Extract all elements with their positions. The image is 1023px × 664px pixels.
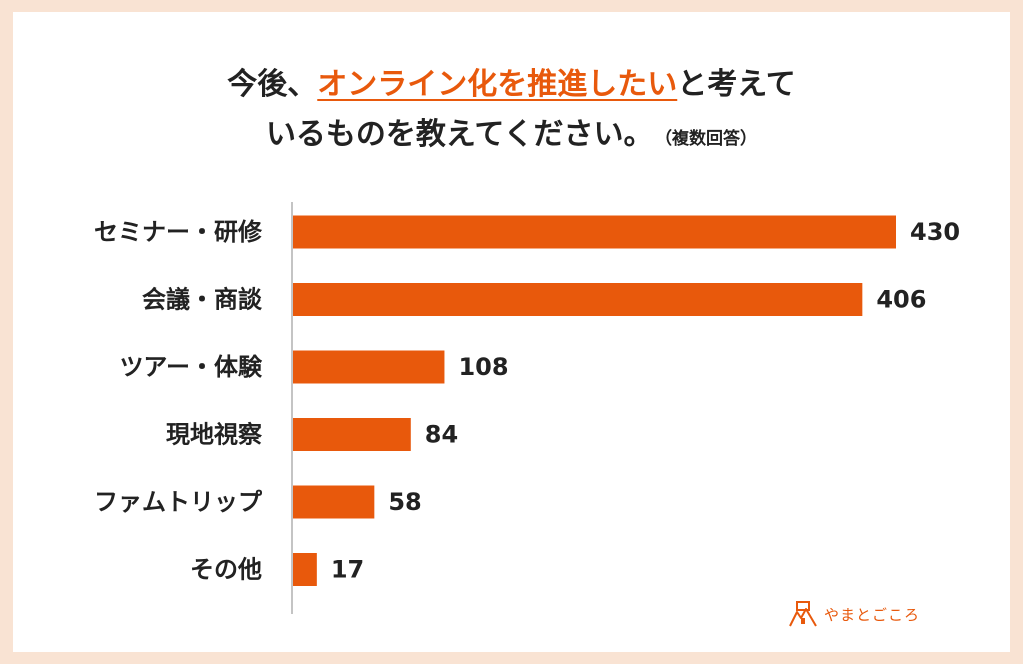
bar-2 [293, 283, 863, 316]
category-label-5: ファムトリップ [94, 488, 263, 516]
bar-1 [293, 215, 896, 249]
chart-card: 今後、オンライン化を推進したいと考えて いるものを教えてください。 （複数回答） … [13, 12, 1010, 652]
value-label-6: 17 [331, 556, 364, 584]
value-label-1: 430 [910, 218, 960, 246]
logo: やまとごころ [788, 600, 920, 628]
title-highlight: オンライン化を推進したい [317, 67, 678, 102]
category-label-2: 会議・商談 [142, 286, 263, 314]
value-label-3: 108 [458, 353, 508, 381]
title-line-2-text: いるものを教えてください。 [265, 117, 654, 152]
title-line-2: いるものを教えてください。 （複数回答） [13, 110, 1010, 164]
title-note: （複数回答） [663, 129, 758, 149]
category-label-3: ツアー・体験 [119, 353, 263, 381]
title-part-1: 今後、 [227, 67, 318, 102]
value-label-5: 58 [388, 488, 421, 516]
bar-3 [293, 350, 445, 384]
logo-text: やまとごころ [824, 605, 921, 624]
value-label-2: 406 [876, 286, 926, 314]
title-part-2: と考えて [677, 67, 796, 102]
bar-6 [293, 553, 317, 586]
value-label-4: 84 [425, 421, 458, 449]
title-line-1: 今後、オンライン化を推進したいと考えて [13, 60, 1010, 110]
chart-title: 今後、オンライン化を推進したいと考えて いるものを教えてください。 （複数回答） [13, 60, 1010, 164]
category-label-4: 現地視察 [166, 421, 263, 449]
house-logo-icon [789, 601, 817, 627]
bar-5 [293, 485, 375, 519]
category-label-6: その他 [190, 556, 262, 584]
category-label-1: セミナー・研修 [94, 218, 263, 246]
bar-chart: セミナー・研修 430 会議・商談 406 ツアー・体験 108 現地視察 84 ファムトリップ… [94, 202, 960, 614]
bar-4 [293, 418, 411, 451]
